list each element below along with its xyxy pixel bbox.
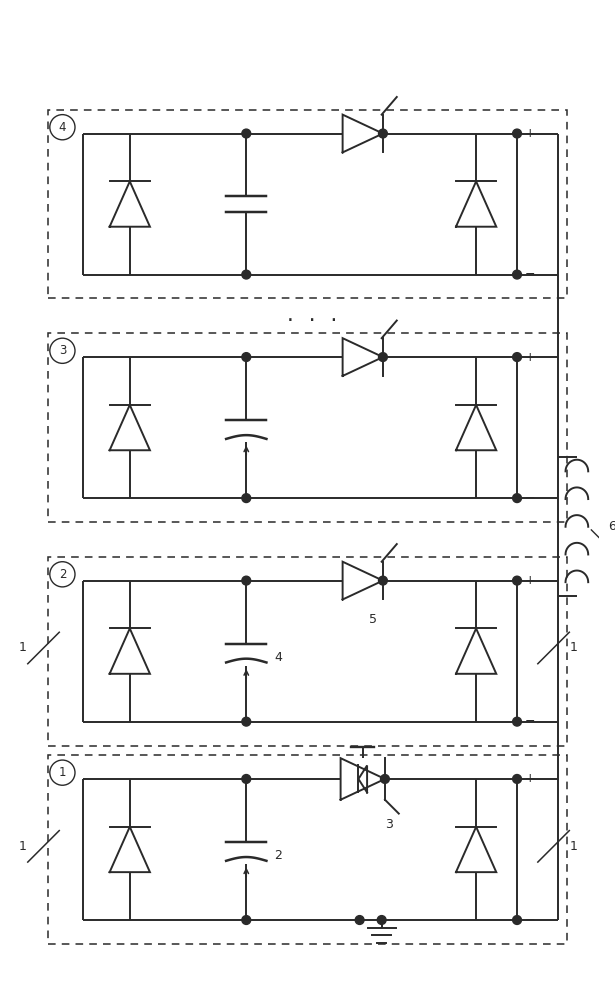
- Text: +: +: [525, 772, 535, 785]
- Text: 2: 2: [275, 849, 282, 862]
- Text: 6: 6: [608, 520, 615, 533]
- Circle shape: [242, 916, 251, 924]
- Circle shape: [378, 353, 387, 361]
- Circle shape: [513, 494, 522, 503]
- Circle shape: [513, 129, 522, 138]
- Text: 1: 1: [58, 766, 66, 779]
- Bar: [48, 333, 568, 522]
- Text: −: −: [525, 715, 535, 728]
- Circle shape: [242, 353, 251, 361]
- Text: 3: 3: [385, 818, 393, 831]
- Circle shape: [513, 717, 522, 726]
- Text: 4: 4: [58, 121, 66, 134]
- Circle shape: [377, 916, 386, 924]
- Circle shape: [513, 775, 522, 783]
- Circle shape: [378, 129, 387, 138]
- Bar: [48, 557, 568, 746]
- Text: . . .: . . .: [285, 307, 339, 325]
- Text: −: −: [525, 914, 535, 927]
- Circle shape: [242, 717, 251, 726]
- Text: 5: 5: [369, 613, 377, 626]
- Circle shape: [381, 775, 389, 783]
- Circle shape: [378, 576, 387, 585]
- Circle shape: [242, 775, 251, 783]
- Text: −: −: [525, 492, 535, 505]
- Text: 4: 4: [275, 651, 282, 664]
- Circle shape: [242, 270, 251, 279]
- Text: +: +: [525, 574, 535, 587]
- Circle shape: [513, 270, 522, 279]
- Circle shape: [513, 353, 522, 361]
- Text: +: +: [525, 351, 535, 364]
- Text: 1: 1: [569, 840, 577, 853]
- Circle shape: [355, 916, 364, 924]
- Bar: [48, 110, 568, 298]
- Text: 3: 3: [58, 344, 66, 357]
- Text: −: −: [525, 268, 535, 281]
- Text: 2: 2: [58, 568, 66, 581]
- Circle shape: [242, 576, 251, 585]
- Circle shape: [242, 494, 251, 503]
- Circle shape: [242, 129, 251, 138]
- Text: 1: 1: [19, 641, 26, 654]
- Circle shape: [513, 916, 522, 924]
- Text: +: +: [525, 127, 535, 140]
- Text: 1: 1: [19, 840, 26, 853]
- Bar: [48, 755, 568, 944]
- Text: 1: 1: [569, 641, 577, 654]
- Circle shape: [513, 576, 522, 585]
